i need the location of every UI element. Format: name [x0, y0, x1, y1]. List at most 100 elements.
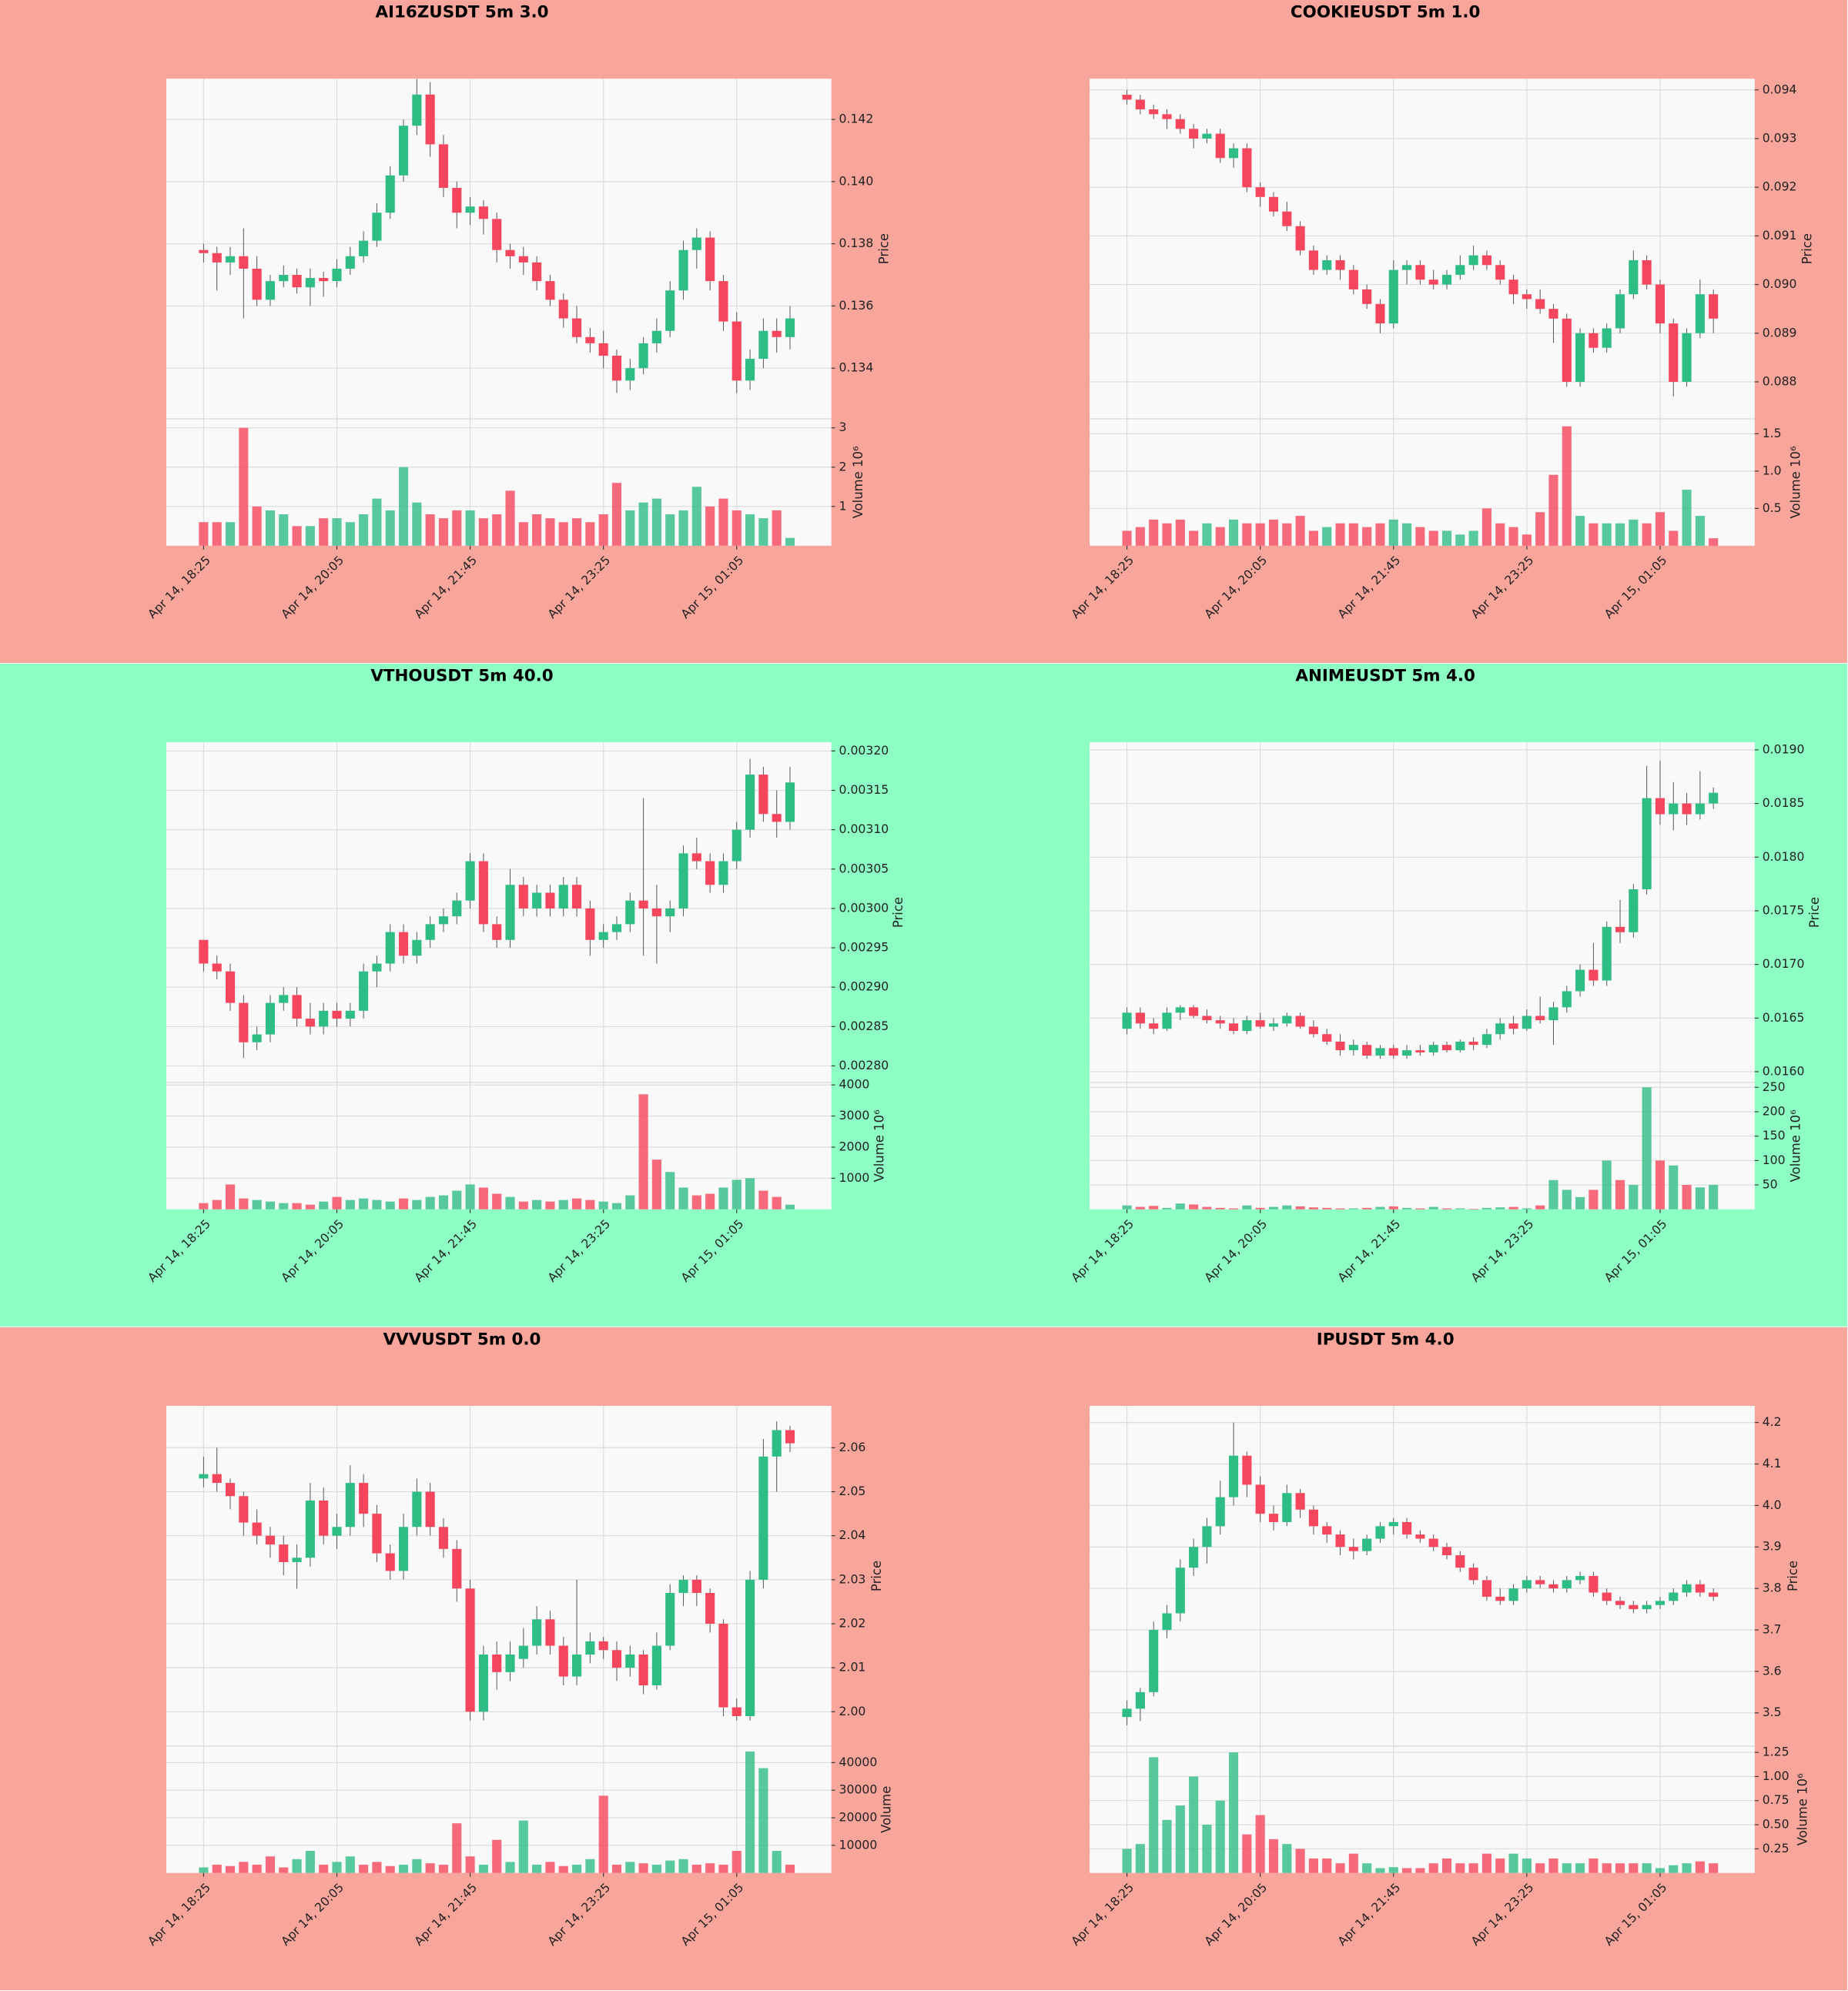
- candle-body: [252, 268, 262, 300]
- candle-body: [1415, 1534, 1425, 1539]
- volume-bar: [1695, 516, 1705, 546]
- candle-body: [1455, 265, 1465, 275]
- candle-body: [372, 212, 382, 241]
- volume-bar: [1335, 523, 1345, 546]
- volume-bar: [665, 1172, 675, 1210]
- y-tick-label: 0.090: [1763, 276, 1797, 291]
- volume-bar: [1682, 490, 1692, 546]
- candle-body: [478, 1654, 488, 1712]
- volume-bar: [1669, 1865, 1679, 1873]
- volume-bar: [1428, 530, 1438, 546]
- volume-bar: [1308, 1207, 1318, 1210]
- volume-bar: [372, 1862, 382, 1873]
- volume-bar: [1282, 1205, 1292, 1210]
- candle-body: [718, 861, 728, 885]
- candle-body: [1282, 1016, 1292, 1024]
- volume-bar: [1602, 1160, 1612, 1210]
- candle-body: [1362, 289, 1372, 304]
- volume-bar: [305, 1851, 315, 1873]
- volume-bar: [598, 514, 608, 546]
- candle-body: [1481, 1580, 1491, 1597]
- chart-title: COOKIEUSDT 5m 1.0: [1291, 3, 1480, 22]
- candle-body: [279, 995, 289, 1003]
- volume-bar: [532, 514, 542, 546]
- volume-bar: [1242, 1205, 1252, 1210]
- volume-bar: [678, 1187, 688, 1210]
- volume-bar: [385, 510, 395, 546]
- candle-body: [745, 775, 755, 830]
- volume-bar: [1175, 1203, 1185, 1210]
- chart-title: IPUSDT 5m 4.0: [1317, 1330, 1455, 1349]
- candle-body: [1508, 279, 1518, 295]
- candle-body: [1335, 1534, 1345, 1548]
- volume-tick-label: 1.5: [1763, 426, 1782, 440]
- volume-bar: [1535, 512, 1545, 546]
- candle-body: [758, 1456, 768, 1580]
- volume-bar: [758, 1190, 768, 1210]
- volume-bar: [1215, 527, 1225, 546]
- candle-body: [705, 1592, 715, 1624]
- volume-tick-label: 50: [1763, 1177, 1778, 1192]
- candle-body: [1348, 1045, 1358, 1051]
- volume-bar: [1655, 1868, 1666, 1873]
- volume-bar: [1362, 527, 1372, 546]
- candle-body: [1255, 187, 1265, 197]
- volume-bar: [625, 510, 635, 546]
- candle-body: [372, 1514, 382, 1554]
- volume-bar: [585, 1859, 595, 1873]
- volume-bar: [199, 1867, 209, 1873]
- candle-body: [1189, 1547, 1199, 1568]
- volume-bar: [1575, 1863, 1585, 1873]
- volume-bar: [239, 1198, 249, 1210]
- volume-bar: [1242, 523, 1252, 546]
- y-tick-label: 0.140: [839, 173, 874, 188]
- volume-tick-label: 3: [839, 420, 847, 434]
- candle-body: [1149, 109, 1159, 115]
- volume-bar: [1162, 1207, 1172, 1210]
- candle-body: [1481, 1034, 1491, 1046]
- volume-bar: [1189, 530, 1199, 546]
- volume-bar: [1602, 523, 1612, 546]
- candle-body: [518, 885, 528, 908]
- candle-body: [332, 1527, 342, 1536]
- volume-bar: [1268, 1206, 1279, 1210]
- candle-body: [398, 125, 409, 176]
- candle-body: [438, 144, 449, 188]
- volume-bar: [545, 518, 555, 546]
- candle-body: [1189, 1007, 1199, 1016]
- candle-body: [1508, 1588, 1518, 1601]
- y-tick-label: 2.01: [839, 1660, 866, 1675]
- volume-bar: [1468, 1209, 1478, 1210]
- candle-body: [1428, 1538, 1438, 1548]
- candle-body: [1695, 803, 1705, 815]
- volume-bar: [239, 1862, 249, 1873]
- volume-bar: [1162, 1819, 1172, 1873]
- volume-bar: [1695, 1187, 1705, 1210]
- y-tick-label: 3.6: [1763, 1663, 1782, 1678]
- volume-bar: [438, 1864, 449, 1873]
- volume-bar: [1642, 1863, 1652, 1873]
- candle-body: [1228, 148, 1239, 159]
- y-tick-label: 0.0180: [1763, 849, 1805, 864]
- volume-bar: [345, 522, 355, 546]
- candle-body: [478, 861, 488, 925]
- volume-bar: [359, 1864, 369, 1873]
- volume-bar: [1255, 1207, 1265, 1210]
- volume-bar: [665, 514, 675, 546]
- volume-tick-label: 0.25: [1763, 1841, 1789, 1855]
- volume-tick-label: 1: [839, 498, 847, 513]
- volume-bar: [1495, 1858, 1505, 1873]
- volume-bar: [345, 1856, 355, 1873]
- candle-body: [1215, 1497, 1225, 1527]
- candle-body: [438, 916, 449, 925]
- volume-bar: [772, 1196, 782, 1210]
- candle-body: [319, 1500, 329, 1536]
- candle-body: [678, 1579, 688, 1593]
- volume-axis-label: Volume 10⁶: [1788, 1109, 1803, 1182]
- volume-bar: [239, 427, 249, 546]
- volume-bar: [398, 1864, 409, 1873]
- volume-bar: [1308, 1858, 1318, 1873]
- volume-bar: [332, 1862, 342, 1873]
- candle-body: [1268, 1514, 1279, 1522]
